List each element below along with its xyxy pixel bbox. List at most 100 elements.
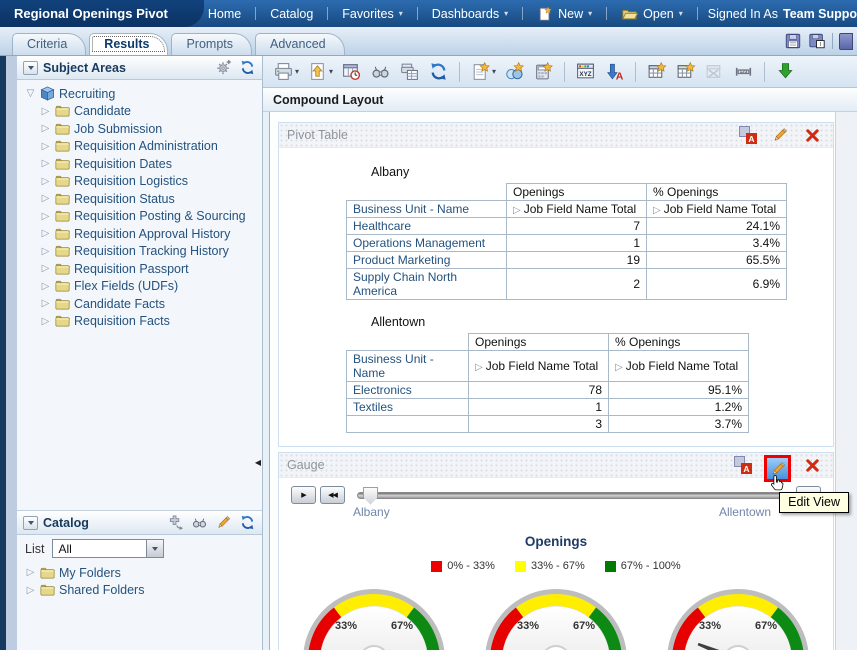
business-unit-cell[interactable] bbox=[346, 415, 469, 433]
tab-advanced[interactable]: Advanced bbox=[255, 33, 345, 55]
expand-node-icon[interactable]: ▷ bbox=[41, 245, 50, 257]
remove-gauge-view-button[interactable] bbox=[803, 456, 821, 474]
expand-node-icon[interactable]: ▷ bbox=[41, 210, 50, 222]
save-button[interactable] bbox=[784, 32, 802, 50]
tree-node-folder[interactable]: ▷ Requisition Passport bbox=[25, 260, 260, 278]
row-dimension-header[interactable]: Business Unit - Name bbox=[346, 200, 507, 218]
row-dimension-header[interactable]: Business Unit - Name bbox=[346, 350, 469, 382]
print-records-button[interactable] bbox=[398, 59, 421, 84]
nav-open[interactable]: Open ▾ bbox=[617, 6, 687, 21]
new-calculated-item-button[interactable] bbox=[532, 59, 555, 84]
print-button[interactable]: ▾ bbox=[272, 59, 300, 84]
tree-node-folder[interactable]: ▷ Shared Folders bbox=[25, 582, 260, 600]
pivot-data-row: Textiles 1 1.2% bbox=[346, 398, 749, 416]
tree-node-folder[interactable]: ▷ Requisition Facts bbox=[25, 313, 260, 331]
expand-node-icon[interactable]: ▷ bbox=[41, 228, 50, 240]
tab-prompts[interactable]: Prompts bbox=[171, 33, 252, 55]
expand-node-icon[interactable]: ▷ bbox=[41, 280, 50, 292]
import-formatting-button[interactable] bbox=[774, 59, 797, 84]
edit-icon[interactable] bbox=[215, 514, 232, 531]
column-total-header[interactable]: ▷ Job Field Name Total bbox=[468, 350, 609, 382]
expand-node-icon[interactable]: ▷ bbox=[41, 298, 50, 310]
refresh-button[interactable] bbox=[427, 59, 450, 84]
step-back-button[interactable]: ◀◀ bbox=[320, 486, 345, 504]
tree-node-folder[interactable]: ▷ Job Submission bbox=[25, 120, 260, 138]
add-resource-icon[interactable] bbox=[167, 514, 184, 531]
column-total-header[interactable]: ▷ Job Field Name Total bbox=[608, 350, 749, 382]
gauge-meter[interactable]: 33% 67% 0% 100% bbox=[470, 580, 642, 650]
expand-node-icon[interactable]: ▷ bbox=[41, 123, 50, 135]
business-unit-cell[interactable]: Healthcare bbox=[346, 217, 507, 235]
tree-node-folder[interactable]: ▷ Flex Fields (UDFs) bbox=[25, 278, 260, 296]
business-unit-cell[interactable]: Supply Chain North America bbox=[346, 268, 507, 300]
business-unit-cell[interactable]: Product Marketing bbox=[346, 251, 507, 269]
nav-home[interactable]: Home bbox=[207, 6, 242, 21]
expand-node-icon[interactable]: ▷ bbox=[26, 584, 35, 596]
expand-node-icon[interactable]: ▷ bbox=[41, 193, 50, 205]
tree-node-folder[interactable]: ▷ Requisition Status bbox=[25, 190, 260, 208]
tree-node-folder[interactable]: ▷ Requisition Logistics bbox=[25, 173, 260, 191]
gauge-meter[interactable]: 33% 67% 0% 100% bbox=[652, 580, 824, 650]
tree-node-recruiting[interactable]: ▽ Recruiting bbox=[25, 85, 260, 103]
add-subject-area-icon[interactable] bbox=[215, 59, 232, 76]
new-calc-view-button[interactable] bbox=[645, 59, 668, 84]
catalog-list-select[interactable]: All bbox=[52, 539, 165, 558]
tree-node-folder[interactable]: ▷ Candidate bbox=[25, 103, 260, 121]
business-unit-cell[interactable]: Textiles bbox=[346, 398, 469, 416]
play-button[interactable]: ▶ bbox=[291, 486, 316, 504]
tree-node-folder[interactable]: ▷ My Folders bbox=[25, 564, 260, 582]
remove-pivot-view-button[interactable] bbox=[803, 126, 821, 144]
format-container-button[interactable]: A bbox=[739, 126, 757, 144]
new-calc-view-icon bbox=[648, 61, 667, 78]
business-unit-cell[interactable]: Electronics bbox=[346, 381, 469, 399]
save-as-button[interactable]: I bbox=[808, 32, 826, 50]
expand-node-icon[interactable]: ▷ bbox=[41, 175, 50, 187]
tree-node-folder[interactable]: ▷ Requisition Approval History bbox=[25, 225, 260, 243]
slider-thumb[interactable] bbox=[363, 486, 378, 505]
refresh-icon[interactable] bbox=[239, 514, 256, 531]
tree-node-folder[interactable]: ▷ Requisition Posting & Sourcing bbox=[25, 208, 260, 226]
expand-node-icon[interactable]: ▷ bbox=[41, 158, 50, 170]
format-container-button[interactable]: A bbox=[734, 456, 752, 474]
sort-values-button[interactable]: A bbox=[603, 59, 626, 84]
search-icon[interactable] bbox=[191, 514, 208, 531]
export-button[interactable]: ▾ bbox=[306, 59, 334, 84]
schedule-button[interactable] bbox=[340, 59, 363, 84]
business-unit-cell[interactable]: Operations Management bbox=[346, 234, 507, 252]
edit-pivot-view-button[interactable] bbox=[769, 124, 791, 146]
column-total-header[interactable]: ▷ Job Field Name Total bbox=[506, 200, 647, 218]
show-data-xyz-button[interactable]: XYZ bbox=[574, 59, 597, 84]
new-table-view-button[interactable] bbox=[674, 59, 697, 84]
sidebar-collapse-handle[interactable]: ◀ bbox=[254, 458, 261, 467]
nav-catalog[interactable]: Catalog bbox=[270, 6, 314, 21]
edit-gauge-view-button[interactable] bbox=[764, 455, 791, 482]
collapse-node-icon[interactable]: ▽ bbox=[26, 88, 35, 100]
expand-node-icon[interactable]: ▷ bbox=[41, 315, 50, 327]
nav-dashboards[interactable]: Dashboards ▾ bbox=[431, 6, 509, 21]
tab-results[interactable]: Results bbox=[89, 33, 169, 55]
expand-node-icon[interactable]: ▷ bbox=[26, 567, 35, 579]
slider-track[interactable] bbox=[357, 486, 788, 506]
tree-node-folder[interactable]: ▷ Requisition Dates bbox=[25, 155, 260, 173]
new-view-button[interactable]: ▾ bbox=[469, 59, 497, 84]
tab-criteria[interactable]: Criteria bbox=[12, 33, 87, 55]
collapse-catalog-button[interactable] bbox=[23, 515, 38, 530]
nav-favorites[interactable]: Favorites ▾ bbox=[342, 6, 403, 21]
tree-node-folder[interactable]: ▷ Requisition Administration bbox=[25, 138, 260, 156]
selection-steps-button[interactable]: 123 bbox=[732, 59, 755, 84]
search-button[interactable] bbox=[369, 59, 392, 84]
tree-node-folder[interactable]: ▷ Requisition Tracking History bbox=[25, 243, 260, 261]
select-arrow-button[interactable] bbox=[146, 540, 164, 557]
tree-node-folder[interactable]: ▷ Candidate Facts bbox=[25, 295, 260, 313]
expand-node-icon[interactable]: ▷ bbox=[41, 140, 50, 152]
nav-new[interactable]: New ▾ bbox=[533, 5, 596, 22]
column-total-header[interactable]: ▷ Job Field Name Total bbox=[646, 200, 787, 218]
gauge-meter[interactable]: 33% 67% 0% 100% bbox=[288, 580, 460, 650]
clipped-toolbar-icon[interactable] bbox=[839, 32, 853, 50]
collapse-subject-areas-button[interactable] bbox=[23, 60, 38, 75]
tree-node-label: Candidate bbox=[74, 104, 131, 119]
expand-node-icon[interactable]: ▷ bbox=[41, 263, 50, 275]
expand-node-icon[interactable]: ▷ bbox=[41, 105, 50, 117]
refresh-icon[interactable] bbox=[239, 59, 256, 76]
new-group-button[interactable] bbox=[503, 59, 526, 84]
